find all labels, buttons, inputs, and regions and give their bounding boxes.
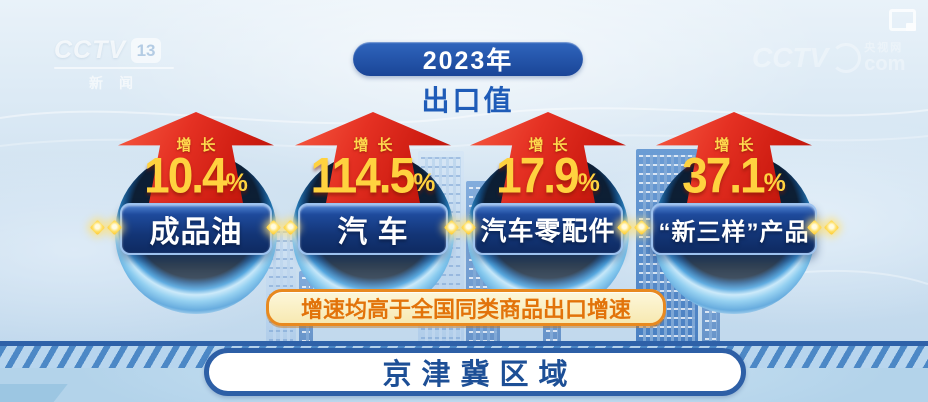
stat-column-qiche: 增长 114.5% 汽 车 bbox=[283, 108, 463, 318]
category-label: “新三样”产品 bbox=[658, 218, 810, 246]
glow-dot-icon bbox=[106, 219, 123, 236]
watermark-domain: com bbox=[864, 52, 906, 75]
growth-number: 114.5 bbox=[310, 146, 416, 204]
growth-value: 37.1% bbox=[644, 146, 824, 204]
channel-13-badge: 13 bbox=[131, 38, 162, 63]
category-pill: 汽 车 bbox=[298, 203, 448, 255]
cctv-com-watermark: CCTV 央视网 com bbox=[752, 42, 905, 74]
stat-column-chengpinyou: 增长 10.4% 成品油 bbox=[106, 108, 286, 318]
glow-dot-icon bbox=[89, 219, 106, 236]
cctv13-logo: CCTV 13 新闻 bbox=[54, 36, 174, 93]
percent-sign: % bbox=[763, 169, 786, 197]
connector-dots bbox=[89, 219, 124, 236]
category-pill: “新三样”产品 bbox=[651, 203, 817, 255]
cctv-logo-text: CCTV bbox=[54, 36, 127, 64]
category-pill: 成品油 bbox=[120, 203, 272, 255]
glow-dot-icon bbox=[806, 219, 823, 236]
logo-caption: 新闻 bbox=[89, 75, 149, 91]
glow-dot-icon bbox=[616, 219, 633, 236]
year-pill: 2023年 bbox=[353, 42, 583, 76]
growth-label: 增长 bbox=[714, 137, 763, 154]
glow-dot-icon bbox=[282, 219, 299, 236]
percent-sign: % bbox=[413, 169, 436, 197]
glow-dot-icon bbox=[460, 219, 477, 236]
watermark-ring-icon bbox=[831, 43, 862, 73]
growth-value: 17.9% bbox=[458, 146, 638, 204]
stat-column-lingpeijian: 增长 17.9% 汽车零配件 bbox=[458, 108, 638, 318]
connector-dots bbox=[616, 219, 651, 236]
category-label: 成品油 bbox=[149, 216, 243, 249]
watermark-brand: CCTV bbox=[752, 42, 829, 73]
growth-label: 增长 bbox=[353, 137, 402, 154]
watermark-site: 央视网 bbox=[864, 41, 904, 54]
connector-dots bbox=[443, 219, 478, 236]
percent-sign: % bbox=[577, 169, 600, 197]
glow-dot-icon bbox=[443, 219, 460, 236]
category-label: 汽 车 bbox=[337, 216, 409, 249]
logo-underline bbox=[54, 67, 174, 69]
growth-label: 增长 bbox=[528, 137, 577, 154]
glow-dot-icon bbox=[823, 219, 840, 236]
growth-number: 17.9 bbox=[496, 146, 580, 204]
growth-value: 10.4% bbox=[106, 146, 286, 204]
region-banner: 京津冀区域 bbox=[204, 348, 746, 396]
category-label: 汽车零配件 bbox=[480, 215, 616, 246]
growth-value: 114.5% bbox=[283, 146, 463, 204]
growth-number: 10.4 bbox=[144, 146, 228, 204]
growth-number: 37.1 bbox=[682, 146, 766, 204]
screen-overlay-icon bbox=[889, 9, 916, 31]
category-pill: 汽车零配件 bbox=[473, 203, 623, 255]
glow-dot-icon bbox=[265, 219, 282, 236]
percent-sign: % bbox=[225, 169, 248, 197]
connector-dots bbox=[265, 219, 300, 236]
page-title: 出口值 bbox=[421, 85, 515, 116]
connector-dots bbox=[806, 219, 841, 236]
note-banner: 增速均高于全国同类商品出口增速 bbox=[266, 289, 666, 326]
glow-dot-icon bbox=[633, 219, 650, 236]
stat-column-xinsanyang: 增长 37.1% “新三样”产品 bbox=[644, 108, 824, 318]
growth-label: 增长 bbox=[176, 137, 225, 154]
